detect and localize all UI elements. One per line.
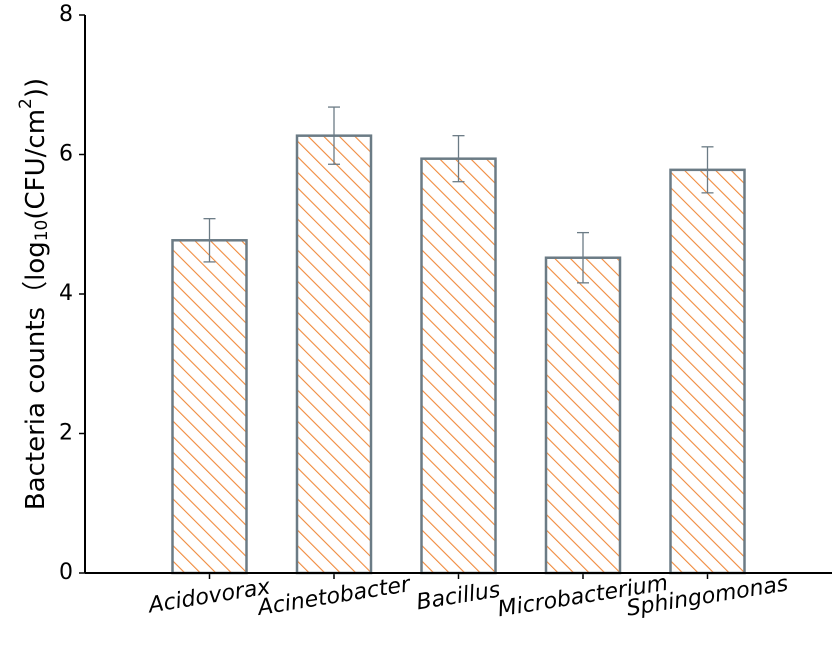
- y-label-part: Bacteria counts（log: [21, 241, 51, 510]
- x-tick-label: Acinetobacter: [254, 572, 413, 621]
- y-label-sup: 2: [16, 98, 36, 109]
- y-label-sub: 10: [32, 220, 52, 242]
- y-tick-label: 4: [59, 281, 73, 306]
- bar: [669, 168, 746, 575]
- y-tick-label: 0: [59, 560, 73, 585]
- y-label-part: (CFU/cm: [21, 109, 51, 220]
- bar: [420, 157, 497, 575]
- x-tick-label: Bacillus: [415, 578, 502, 616]
- y-axis-label: Bacteria counts（log10(CFU/cm2)): [16, 78, 52, 510]
- x-tick-label: Acidovorax: [145, 574, 273, 618]
- bar: [295, 134, 373, 575]
- y-tick-label: 8: [59, 2, 73, 27]
- bar: [171, 239, 248, 575]
- y-tick-label: 6: [59, 142, 73, 167]
- y-label-part: )): [21, 78, 51, 98]
- y-tick-label: 2: [59, 421, 73, 446]
- bar: [544, 256, 622, 575]
